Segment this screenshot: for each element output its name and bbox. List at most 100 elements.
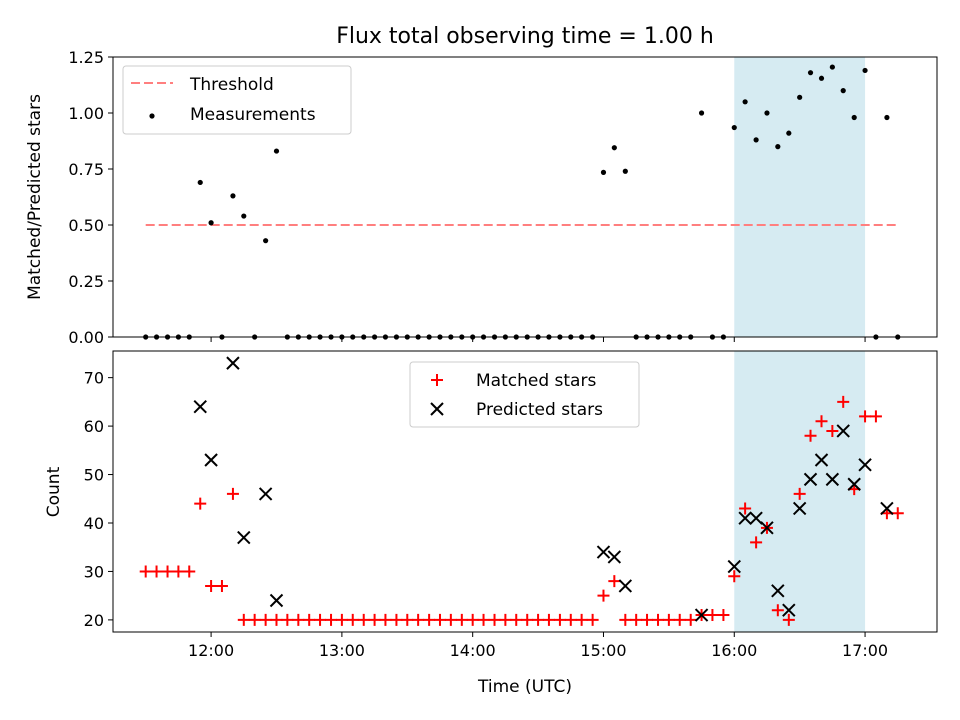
predicted-star-point — [727, 559, 741, 574]
matched-star-point — [717, 609, 730, 622]
legend-matched-swatch — [431, 374, 443, 386]
top-y-tick-label: 1.25 — [68, 48, 104, 67]
measurement-point — [786, 130, 792, 136]
matched-star-point — [466, 613, 479, 626]
measurement-point — [230, 193, 236, 199]
predicted-star-point — [847, 477, 861, 491]
matched-star-point — [314, 613, 327, 626]
matched-star-point — [477, 613, 490, 626]
measurement-point — [797, 94, 803, 100]
top-y-tick-label: 1.00 — [68, 104, 104, 123]
matched-star-point — [303, 613, 316, 626]
matched-star-point — [248, 613, 261, 626]
matched-star-point — [564, 613, 577, 626]
legend-measurements-label: Measurements — [190, 105, 316, 125]
matched-star-point — [750, 536, 763, 549]
matched-star-point — [215, 579, 228, 592]
matched-star-point — [510, 613, 523, 626]
predicted-star-point — [204, 453, 218, 467]
top-y-tick-label: 0.00 — [68, 328, 104, 347]
bottom-y-tick-label: 60 — [84, 417, 104, 436]
matched-star-point — [804, 429, 817, 442]
matched-star-point — [782, 613, 795, 626]
predicted-star-point — [803, 472, 818, 487]
matched-star-point — [837, 395, 850, 408]
matched-star-point — [630, 613, 643, 626]
measurement-point — [611, 145, 617, 151]
measurement-point — [742, 99, 748, 105]
matched-star-point — [542, 613, 555, 626]
bottom-axes-frame — [112, 350, 938, 633]
matched-star-point — [401, 613, 414, 626]
predicted-star-point — [825, 472, 840, 487]
matched-star-point — [532, 613, 545, 626]
measurement-point — [851, 114, 857, 121]
top-x-ticks — [210, 337, 866, 342]
matched-star-point — [673, 613, 686, 626]
matched-star-point — [161, 565, 174, 578]
top-shaded-region — [734, 57, 866, 337]
matched-star-point — [335, 613, 348, 626]
predicted-star-point — [792, 501, 807, 516]
matched-star-point — [368, 613, 381, 626]
matched-star-point — [194, 497, 207, 510]
matched-star-point — [183, 565, 196, 578]
measurement-point — [273, 148, 280, 154]
measurement-point — [600, 169, 607, 175]
measurement-point — [263, 238, 269, 244]
top-y-ticks: 0.00 0.25 0.50 0.75 1.00 1.25 — [68, 48, 113, 347]
predicted-star-point — [269, 593, 284, 608]
matched-star-point — [455, 613, 468, 626]
matched-star-point — [444, 613, 457, 626]
matched-star-point — [237, 613, 250, 626]
matched-star-point — [423, 613, 436, 626]
matched-star-point — [553, 613, 566, 626]
matched-star-point — [575, 613, 588, 626]
top-panel: 0.00 0.25 0.50 0.75 1.00 1.25 Matched/Predict… — [25, 48, 938, 347]
matched-star-point — [325, 613, 338, 626]
matched-star-point — [346, 613, 359, 626]
measurement-point — [807, 70, 814, 76]
bottom-legend-box — [409, 361, 640, 428]
matched-star-point — [205, 579, 218, 592]
bottom-y-tick-label: 20 — [84, 611, 104, 630]
matched-star-point — [226, 487, 239, 500]
matched-star-points — [139, 395, 904, 626]
predicted-star-point — [596, 545, 611, 559]
matched-star-point — [488, 613, 501, 626]
matched-star-point — [815, 415, 828, 428]
bottom-x-tick-label: 13:00 — [319, 641, 365, 660]
matched-star-point — [172, 565, 185, 578]
matched-star-point — [652, 613, 665, 626]
predicted-star-point — [618, 579, 633, 593]
predicted-star-point — [782, 603, 796, 617]
matched-star-point — [412, 613, 425, 626]
measurement-point — [764, 110, 770, 116]
matched-star-point — [619, 613, 632, 626]
measurement-point — [197, 179, 203, 186]
bottom-x-tick-label: 17:00 — [842, 641, 888, 660]
measurement-point — [731, 124, 737, 131]
measurement-point — [884, 114, 890, 121]
bottom-y-axis-label: Count — [44, 466, 64, 517]
measurement-point — [241, 213, 247, 219]
bottom-y-ticks: 20 30 40 50 60 70 — [84, 369, 113, 630]
matched-star-point — [499, 613, 512, 626]
matched-star-point — [379, 613, 392, 626]
matched-star-point — [684, 613, 697, 626]
matched-star-point — [859, 410, 872, 423]
measurement-point — [622, 168, 628, 174]
predicted-star-points — [193, 356, 894, 622]
x-axis-label: Time (UTC) — [477, 677, 572, 697]
matched-star-point — [891, 507, 904, 520]
matched-star-point — [433, 613, 446, 626]
measurement-point — [840, 88, 846, 94]
predicted-star-point — [760, 521, 774, 535]
top-y-axis-label: Matched/Predicted stars — [25, 94, 45, 300]
predicted-star-point — [836, 424, 850, 438]
matched-star-point — [259, 613, 272, 626]
top-legend: Threshold Measurements — [122, 65, 352, 135]
matched-star-point — [521, 613, 534, 626]
predicted-star-point — [607, 550, 622, 564]
